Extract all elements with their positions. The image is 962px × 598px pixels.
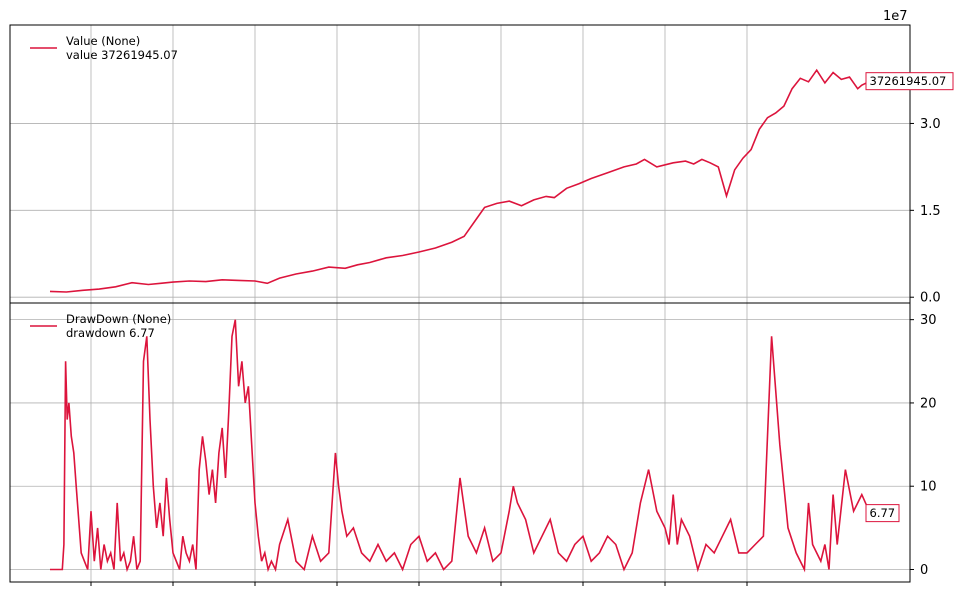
drawdown-last-value-badge: 6.77 [865, 504, 900, 523]
value-last-value-badge: 37261945.07 [865, 72, 954, 91]
value-legend: Value (None) value 37261945.07 [30, 34, 178, 62]
y-tick-label: 30 [920, 313, 937, 328]
value-last-value-text: 37261945.07 [870, 74, 947, 88]
drawdown-panel: 0 10 20 30 DrawDown (None) drawdown 6.77 6.… [9, 302, 937, 586]
drawdown-series-line [50, 319, 871, 573]
value-gridlines [10, 25, 910, 303]
value-legend-value: value 37261945.07 [66, 48, 178, 62]
value-last-value-box [865, 72, 954, 91]
y-tick-label: 0 [920, 563, 928, 578]
drawdown-legend-value: drawdown 6.77 [66, 326, 155, 340]
drawdown-legend-name: DrawDown (None) [66, 312, 171, 326]
value-axes-frame [9, 24, 911, 304]
value-y-scale-label: 1e7 [883, 9, 908, 24]
y-tick-label: 10 [920, 480, 937, 495]
drawdown-y-ticks: 0 10 20 30 [910, 313, 937, 578]
value-panel: 0.0 1.5 3.0 1e7 Value (None) value 3726194… [9, 9, 954, 306]
drawdown-axes-frame [9, 302, 911, 583]
y-tick-label: 20 [920, 396, 937, 411]
y-tick-label: 1.5 [920, 204, 941, 219]
value-series-line [49, 68, 871, 293]
y-tick-label: 0.0 [920, 291, 941, 306]
drawdown-legend: DrawDown (None) drawdown 6.77 [30, 312, 171, 340]
drawdown-x-ticks [90, 582, 748, 586]
y-tick-label: 3.0 [920, 117, 941, 132]
drawdown-last-value-text: 6.77 [870, 506, 896, 520]
value-legend-name: Value (None) [66, 34, 140, 48]
value-y-ticks: 0.0 1.5 3.0 [910, 117, 941, 306]
drawdown-last-value-box [865, 504, 900, 523]
